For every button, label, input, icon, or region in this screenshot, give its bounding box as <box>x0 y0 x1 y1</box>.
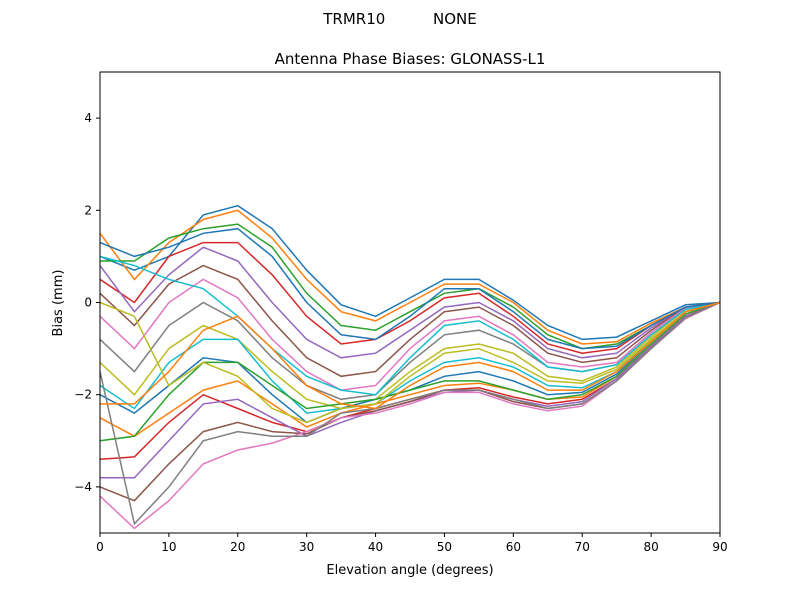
x-tick-label: 90 <box>712 540 727 554</box>
y-tick-label: −2 <box>74 388 92 402</box>
y-tick-label: −4 <box>74 480 92 494</box>
series-line <box>99 278 721 391</box>
x-tick-label: 10 <box>161 540 176 554</box>
series-line <box>99 301 721 424</box>
series-line <box>99 246 721 359</box>
series-line <box>100 223 721 350</box>
series-line <box>100 301 721 410</box>
series-line <box>99 301 721 410</box>
x-tick-label: 20 <box>230 540 245 554</box>
series-line <box>99 227 721 350</box>
series-line <box>99 204 721 341</box>
y-axis: −4 −2 0 2 4 <box>74 111 100 494</box>
y-tick-label: 4 <box>84 111 92 125</box>
series-line <box>99 209 721 345</box>
x-axis-label: Elevation angle (degrees) <box>326 563 493 578</box>
x-tick-label: 40 <box>368 540 383 554</box>
suptitle: TRMR10 NONE <box>322 10 476 28</box>
x-tick-label: 80 <box>643 540 658 554</box>
y-tick-label: 0 <box>84 296 92 310</box>
series-line <box>99 241 721 354</box>
x-tick-label: 0 <box>96 540 104 554</box>
series-line <box>99 264 721 378</box>
chart-title: Antenna Phase Biases: GLONASS-L1 <box>275 50 546 68</box>
x-axis: 0 10 20 30 40 50 60 70 80 90 <box>96 533 728 554</box>
x-tick-label: 30 <box>299 540 314 554</box>
x-tick-label: 70 <box>575 540 590 554</box>
y-axis-label: Bias (mm) <box>51 270 66 337</box>
x-tick-label: 60 <box>506 540 521 554</box>
series-line <box>99 301 721 526</box>
x-tick-label: 50 <box>437 540 452 554</box>
series-line <box>99 255 721 396</box>
y-tick-label: 2 <box>84 203 92 217</box>
series-lines <box>99 204 721 530</box>
